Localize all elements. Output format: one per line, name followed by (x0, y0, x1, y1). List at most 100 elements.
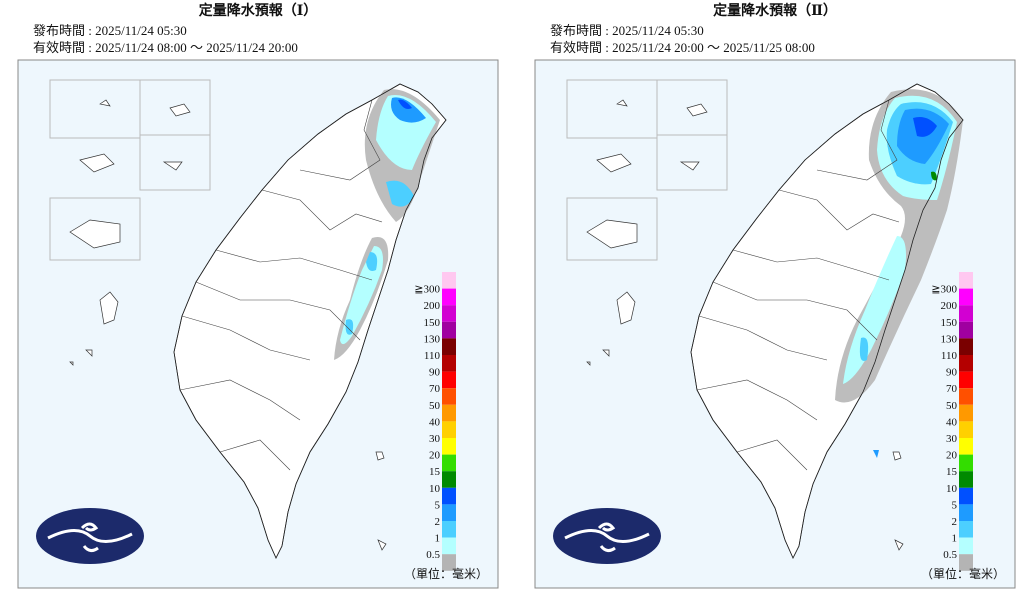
issue-time: 發布時間 : 2025/11/24 05:30 (550, 23, 704, 38)
map-panel: 定量降水預報（Ⅱ） 發布時間 : 2025/11/24 05:30 有效時間 : 2… (534, 2, 1016, 589)
legend-swatch (959, 521, 973, 538)
legend-swatch (442, 487, 456, 505)
legend-swatch (442, 404, 456, 422)
rain-area (913, 117, 937, 137)
legend-swatch (959, 305, 973, 322)
legend-label: 10 (429, 483, 441, 495)
legend-swatch (959, 272, 973, 289)
legend-swatch (959, 371, 973, 389)
legend-swatch (959, 321, 973, 339)
legend-swatch (442, 438, 456, 455)
issue-time: 發布時間 : 2025/11/24 05:30 (33, 23, 187, 38)
legend-swatch (959, 355, 973, 372)
taiwan-map (69, 83, 447, 559)
small-islands (586, 99, 904, 551)
legend-label: 50 (429, 400, 441, 412)
legend-label: 90 (429, 367, 441, 379)
legend-swatch (442, 521, 456, 538)
legend-label: 110 (424, 350, 441, 362)
legend-swatch (442, 272, 456, 289)
legend-label: 30 (946, 433, 958, 445)
legend-label: 15 (429, 466, 441, 478)
county-borders (696, 99, 900, 471)
legend-label: 130 (941, 333, 958, 345)
legend-swatch (959, 504, 973, 521)
legend-swatch (959, 454, 973, 472)
legend-swatch (959, 438, 973, 455)
legend-label: 2 (952, 516, 958, 528)
legend-swatch (442, 421, 456, 438)
legend-label: 1 (435, 533, 441, 545)
legend-label: 5 (952, 499, 958, 511)
legend-label: ≧300 (414, 284, 440, 296)
inset-box (139, 134, 211, 191)
map-panel: 定量降水預報（Ⅰ） 發布時間 : 2025/11/24 05:30 有效時間 : 2… (17, 2, 499, 589)
unit-label: （單位：毫米） (404, 566, 488, 581)
legend-label: 70 (429, 383, 441, 395)
legend-swatch (959, 537, 973, 555)
unit-label: （單位：毫米） (921, 566, 1005, 581)
legend-swatch (442, 338, 456, 355)
rain-area (873, 450, 879, 458)
legend-label: 2 (435, 516, 441, 528)
legend-label: 50 (946, 400, 958, 412)
inset-box (49, 197, 141, 261)
legend-swatch (959, 421, 973, 438)
legend-label: 150 (941, 317, 958, 329)
cwa-logo-swirl (564, 522, 650, 553)
legend-label: 40 (946, 416, 958, 428)
panel-title: 定量降水預報（Ⅰ） (199, 2, 318, 19)
cwa-logo-swirl (47, 522, 133, 553)
rain-area (391, 97, 426, 123)
legend-swatch (442, 454, 456, 472)
legend-swatch (442, 321, 456, 339)
legend-swatch (959, 554, 973, 571)
inset-box (566, 197, 658, 261)
legend-label: 20 (946, 450, 958, 462)
legend-label: 40 (429, 416, 441, 428)
legend-label: 150 (424, 317, 441, 329)
rain-area (398, 99, 412, 109)
legend-swatch (959, 404, 973, 422)
legend-label: 200 (941, 300, 958, 312)
legend-swatch (442, 554, 456, 571)
legend-label: 30 (429, 433, 441, 445)
rain-area (386, 180, 414, 207)
legend-label: 110 (941, 350, 958, 362)
legend-label: ≧300 (931, 284, 957, 296)
legend-swatch (442, 537, 456, 555)
legend-swatch (442, 355, 456, 372)
legend-label: 20 (429, 450, 441, 462)
legend-label: 0.5 (943, 549, 957, 561)
rain-area (931, 171, 937, 181)
legend-label: 0.5 (426, 549, 440, 561)
rain-area (859, 337, 869, 362)
legend-label: 130 (424, 333, 441, 345)
legend-swatch (442, 471, 456, 488)
island-coast (690, 83, 964, 559)
taiwan-map (586, 83, 964, 559)
legend-swatch (442, 388, 456, 405)
legend-swatch (959, 388, 973, 405)
legend-swatch (442, 288, 456, 306)
legend-label: 90 (946, 367, 958, 379)
island-coast (173, 83, 447, 559)
legend-label: 5 (435, 499, 441, 511)
valid-time: 有效時間 : 2025/11/24 20:00 ～ 2025/11/25 08:… (550, 40, 815, 55)
legend-swatch (442, 504, 456, 521)
county-borders (179, 99, 383, 471)
legend-label: 70 (946, 383, 958, 395)
legend-swatch (959, 471, 973, 488)
panel-title: 定量降水預報（Ⅱ） (713, 2, 837, 19)
legend-swatch (442, 371, 456, 389)
inset-box (656, 134, 728, 191)
legend-swatch (959, 338, 973, 355)
valid-time: 有效時間 : 2025/11/24 08:00 ～ 2025/11/24 20:… (33, 40, 298, 55)
legend-label: 10 (946, 483, 958, 495)
legend-swatch (959, 288, 973, 306)
legend-label: 15 (946, 466, 958, 478)
legend-label: 1 (952, 533, 958, 545)
legend-swatch (442, 305, 456, 322)
legend-label: 200 (424, 300, 441, 312)
